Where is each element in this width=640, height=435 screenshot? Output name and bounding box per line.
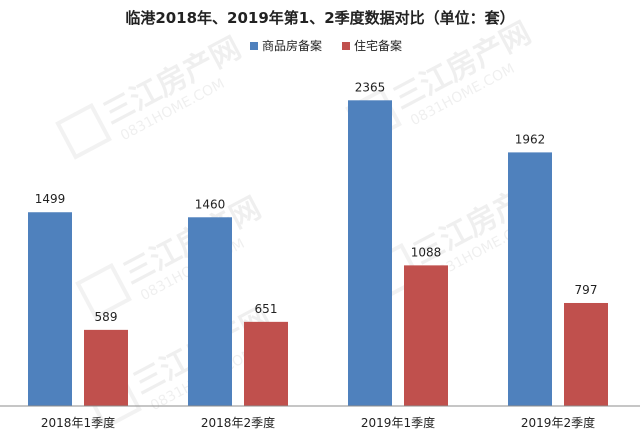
- category-labels: 2018年1季度 2018年2季度 2019年1季度 2019年2季度: [41, 415, 595, 430]
- bar-commercial-3: [508, 152, 552, 406]
- legend-label-residential: 住宅备案: [354, 38, 402, 53]
- category-label-2: 2019年1季度: [361, 415, 435, 430]
- legend-swatch-commercial: [250, 42, 258, 50]
- data-label-residential-3: 797: [575, 283, 598, 297]
- category-label-3: 2019年2季度: [521, 415, 595, 430]
- bar-residential-3: [564, 302, 608, 406]
- legend-label-commercial: 商品房备案: [262, 38, 322, 53]
- category-label-1: 2018年2季度: [201, 415, 275, 430]
- bar-commercial-0: [28, 212, 72, 406]
- category-label-0: 2018年1季度: [41, 415, 115, 430]
- data-label-commercial-2: 2365: [355, 80, 386, 94]
- legend: 商品房备案 住宅备案: [250, 38, 402, 53]
- chart-title: 临港2018年、2019年第1、2季度数据对比（单位：套）: [125, 9, 514, 27]
- bar-commercial-1: [188, 217, 232, 406]
- legend-swatch-residential: [342, 42, 350, 50]
- bar-commercial-2: [348, 100, 392, 406]
- data-label-residential-2: 1088: [411, 245, 442, 259]
- value-labels: 1499 589 1460 651 2365 1088 1962 797: [35, 80, 598, 324]
- bar-residential-2: [404, 265, 448, 406]
- data-label-residential-0: 589: [95, 310, 118, 324]
- data-label-commercial-3: 1962: [515, 132, 546, 146]
- data-label-residential-1: 651: [255, 302, 278, 316]
- data-label-commercial-0: 1499: [35, 192, 66, 206]
- bar-residential-0: [84, 329, 128, 406]
- bars: [28, 100, 608, 406]
- bar-residential-1: [244, 321, 288, 406]
- data-label-commercial-1: 1460: [195, 197, 226, 211]
